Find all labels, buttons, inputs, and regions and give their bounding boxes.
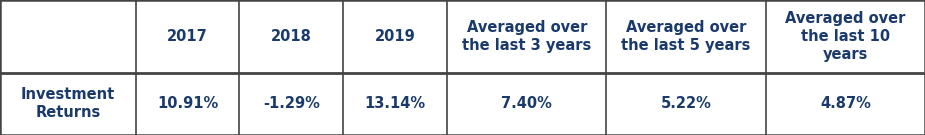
- Text: 2019: 2019: [375, 29, 415, 44]
- Text: 13.14%: 13.14%: [364, 96, 426, 112]
- Text: -1.29%: -1.29%: [263, 96, 320, 112]
- Text: 4.87%: 4.87%: [820, 96, 870, 112]
- Text: Averaged over
the last 5 years: Averaged over the last 5 years: [622, 20, 751, 53]
- Text: 2017: 2017: [167, 29, 208, 44]
- Text: 7.40%: 7.40%: [501, 96, 552, 112]
- Text: 10.91%: 10.91%: [157, 96, 218, 112]
- Text: 5.22%: 5.22%: [660, 96, 711, 112]
- Text: Investment
Returns: Investment Returns: [20, 87, 115, 120]
- Text: 2018: 2018: [271, 29, 312, 44]
- Text: Averaged over
the last 10
years: Averaged over the last 10 years: [785, 11, 906, 62]
- Text: Averaged over
the last 3 years: Averaged over the last 3 years: [462, 20, 591, 53]
